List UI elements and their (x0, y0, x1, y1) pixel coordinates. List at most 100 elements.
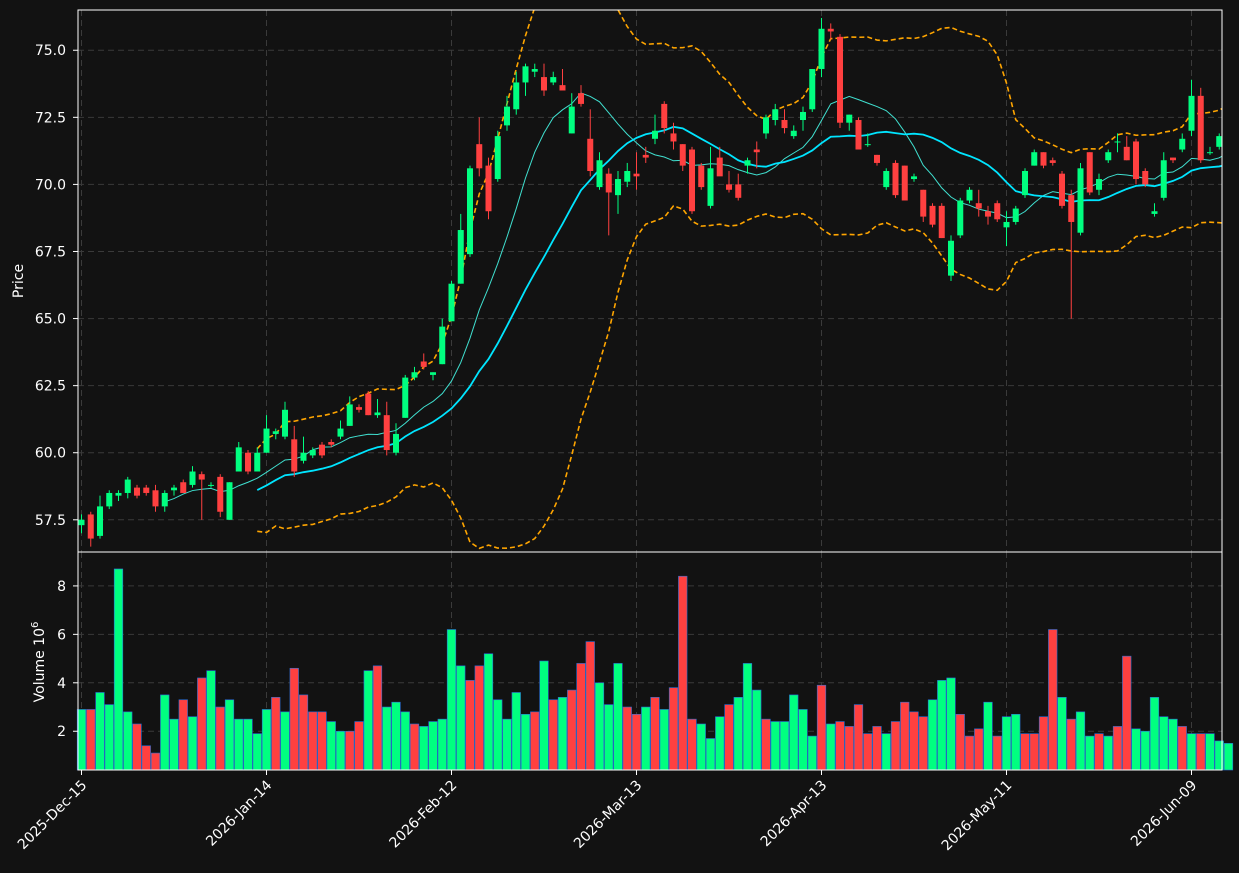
candle (513, 71, 520, 115)
candle (1133, 138, 1139, 185)
candle-body (809, 69, 816, 110)
candle-body (661, 103, 668, 129)
candle-body (365, 393, 372, 416)
candle (1188, 79, 1195, 137)
volume-bar (271, 697, 281, 771)
candle (383, 401, 390, 456)
candle-body (874, 154, 880, 163)
volume-bar (261, 709, 272, 771)
volume-bar (974, 728, 984, 771)
candle-body (772, 109, 779, 121)
volume-bar (613, 663, 623, 771)
candle-body (309, 450, 316, 456)
volume-bar (1205, 733, 1215, 771)
price-axis-title: Price (11, 264, 27, 298)
price-tick-label: 65.0 (35, 312, 66, 328)
candle (661, 101, 668, 134)
candle-body (282, 409, 288, 437)
candle-body (1188, 95, 1195, 131)
candle-body (272, 431, 279, 434)
volume-bar (95, 692, 105, 771)
volume-axis-title-exponent: 6 (30, 622, 41, 628)
candle (161, 490, 168, 512)
candle (272, 428, 279, 440)
candle-body (467, 168, 473, 255)
volume-bar (326, 721, 336, 771)
volume-bar (918, 716, 928, 771)
candle (1049, 157, 1056, 166)
volume-bar (224, 699, 235, 771)
candle-body (938, 205, 945, 239)
volume-bars (76, 568, 1234, 771)
candle (1022, 168, 1028, 198)
candle-body (1197, 95, 1204, 161)
candle (171, 484, 177, 496)
candle-body (1049, 160, 1056, 163)
candle (1216, 133, 1222, 150)
candle (337, 420, 344, 440)
candle (892, 160, 899, 198)
candle-body (735, 184, 742, 198)
volume-bar (900, 701, 910, 771)
candle (282, 401, 288, 440)
volume-bar (1066, 718, 1076, 771)
volume-bar (1103, 735, 1113, 771)
volume-bar (807, 735, 817, 771)
volume-bar (1131, 728, 1141, 771)
volume-bar (816, 684, 827, 771)
candle (430, 372, 436, 381)
candle-body (1022, 170, 1028, 196)
volume-bar (391, 701, 401, 771)
candle-body (504, 106, 510, 126)
candle (726, 170, 732, 193)
candle-body (790, 130, 797, 137)
candle (735, 173, 742, 201)
candle (587, 109, 594, 177)
volume-bar (853, 704, 864, 771)
candle (439, 318, 446, 365)
candle-body (975, 203, 982, 209)
candle (568, 93, 575, 134)
volume-bar (502, 718, 512, 771)
candle-body (587, 138, 594, 171)
candle (1123, 136, 1130, 161)
candle (541, 63, 547, 96)
candle-body (1179, 138, 1186, 150)
candle-body (652, 130, 658, 139)
volume-bar (382, 706, 392, 771)
volume-bar (539, 660, 549, 771)
candle (152, 484, 159, 512)
candle (957, 197, 964, 239)
candle-body (383, 415, 390, 451)
candle-body (892, 162, 899, 196)
volume-bar (678, 575, 688, 771)
candle (328, 439, 335, 448)
volume-bar (872, 726, 882, 771)
volume-bar (983, 701, 993, 771)
volume-bar (363, 670, 373, 771)
volume-bar (789, 694, 799, 771)
candle-body (226, 482, 233, 520)
volume-bar (659, 709, 669, 771)
volume-bar (1196, 733, 1206, 771)
candle (559, 69, 566, 91)
candle (134, 484, 140, 499)
volume-bar (594, 682, 605, 771)
volume-bar (696, 723, 706, 771)
candle-body (716, 157, 723, 177)
volume-axis-title: Volume 106 (30, 622, 48, 703)
candle (1077, 162, 1084, 236)
volume-bar (779, 721, 790, 771)
candle (707, 146, 714, 209)
volume-tick-label: 4 (57, 676, 66, 692)
candle-body (1114, 141, 1121, 143)
candle-body (855, 120, 862, 150)
candle-body (448, 283, 455, 322)
candle (652, 114, 658, 145)
volume-bar (409, 723, 420, 771)
candle (689, 146, 695, 214)
volume-bar (937, 680, 947, 771)
candle-body (698, 165, 705, 188)
candle-body (864, 144, 871, 146)
candle-body (124, 479, 131, 493)
